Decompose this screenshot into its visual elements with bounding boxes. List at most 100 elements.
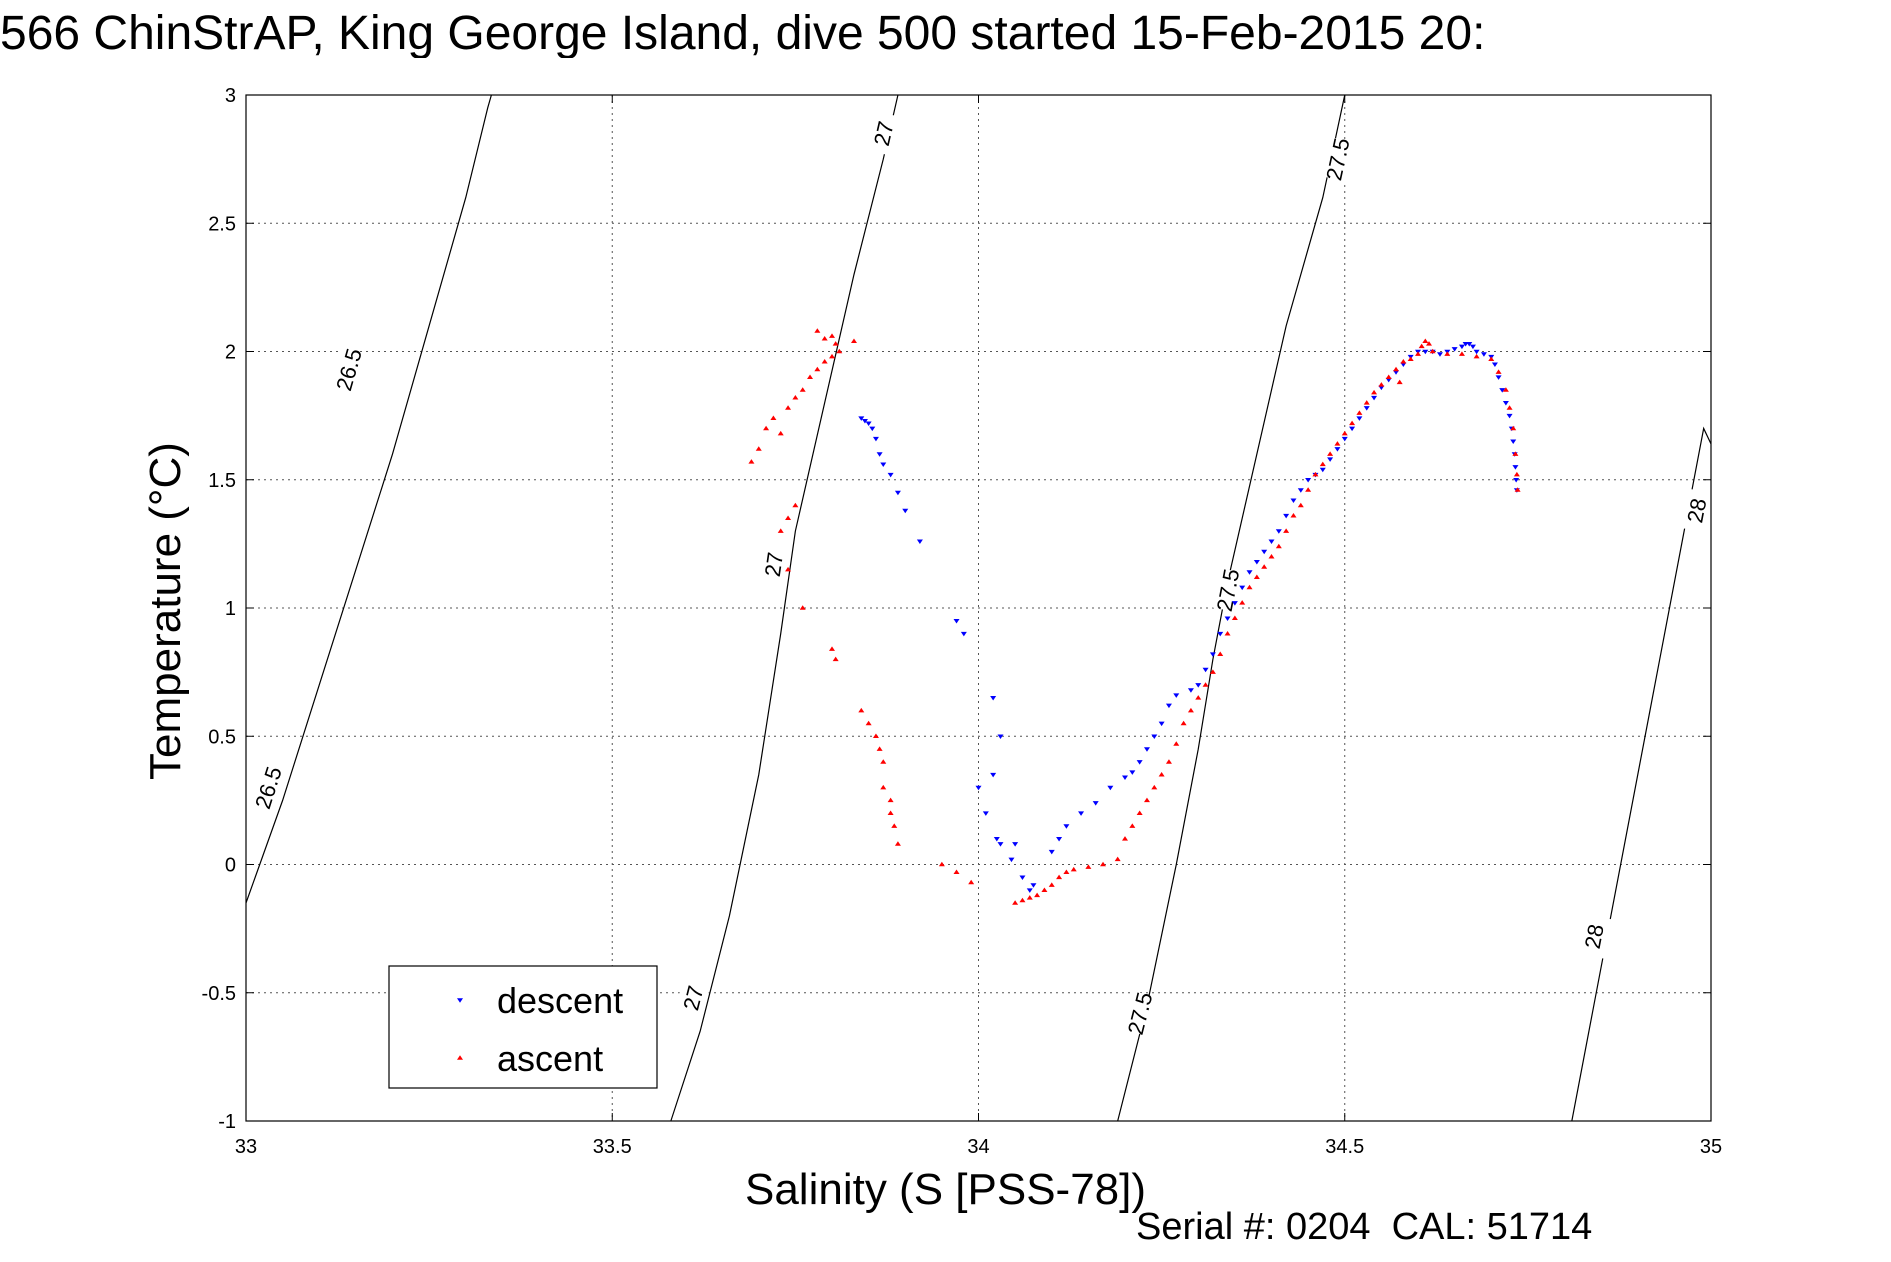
ascent-point xyxy=(1400,359,1407,364)
ascent-point xyxy=(1506,405,1513,410)
ascent-point xyxy=(1378,382,1385,387)
ascent-point xyxy=(777,430,784,436)
ascent-point xyxy=(1363,400,1370,405)
descent-point xyxy=(1078,811,1085,816)
isopycnal-label-gap xyxy=(1576,914,1612,959)
ascent-point xyxy=(821,359,828,364)
ascent-point xyxy=(777,528,784,533)
x-tick-label: 34.5 xyxy=(1325,1136,1364,1158)
descent-point xyxy=(1422,349,1429,355)
ascent-point xyxy=(755,446,762,451)
descent-point xyxy=(997,734,1004,739)
descent-point xyxy=(1469,344,1476,350)
descent-point xyxy=(1466,342,1473,347)
descent-point xyxy=(1290,498,1297,503)
ascent-point xyxy=(1143,797,1150,803)
legend-marker-descent xyxy=(457,998,463,1003)
legend-marker-ascent xyxy=(457,1055,463,1060)
ascent-point xyxy=(1425,341,1432,346)
ascent-point xyxy=(1063,869,1070,874)
x-axis-label: Salinity (S [PSS-78]) xyxy=(744,1165,1147,1214)
ascent-point xyxy=(1158,772,1165,777)
ascent-point xyxy=(880,784,887,790)
x-axis-ticks: 33 33.5 34 34.5 35 xyxy=(235,95,1722,1158)
isopycnal-line xyxy=(670,94,899,1122)
ascent-point xyxy=(799,605,806,610)
ascent-point xyxy=(832,341,839,346)
descent-point xyxy=(1268,539,1275,545)
descent-point xyxy=(1122,775,1128,780)
descent-point xyxy=(1451,347,1458,352)
ascent-point xyxy=(829,333,835,338)
ascent-point xyxy=(1418,343,1425,349)
descent-point xyxy=(1217,631,1224,637)
descent-point xyxy=(1107,785,1114,791)
descent-point xyxy=(1506,413,1513,419)
ascent-series xyxy=(748,328,1521,905)
descent-point xyxy=(1495,375,1502,380)
ascent-point xyxy=(1100,861,1107,867)
descent-point xyxy=(953,619,960,624)
y-tick-label: -1 xyxy=(218,1111,236,1133)
ascent-point xyxy=(1312,471,1319,477)
ascent-point xyxy=(1385,374,1392,379)
ascent-point xyxy=(1422,338,1429,344)
ascent-point xyxy=(1512,451,1519,456)
ascent-point xyxy=(1165,759,1172,764)
ascent-point xyxy=(821,335,828,341)
ascent-point xyxy=(1305,487,1312,492)
descent-point xyxy=(1092,801,1099,806)
ascent-point xyxy=(1349,420,1356,426)
ascent-point xyxy=(1129,823,1136,828)
descent-point xyxy=(1165,703,1172,709)
ascent-point xyxy=(1187,707,1194,713)
ascent-point xyxy=(1026,895,1033,900)
descent-point xyxy=(869,426,876,432)
descent-point xyxy=(1195,683,1202,688)
ascent-point xyxy=(829,353,835,359)
descent-point xyxy=(1030,883,1037,888)
isopycnal-label-gap xyxy=(865,110,902,157)
descent-point xyxy=(1393,370,1400,375)
ascent-point xyxy=(1356,410,1363,415)
ascent-point xyxy=(792,394,799,400)
descent-point xyxy=(1143,747,1150,752)
descent-point xyxy=(1356,416,1363,421)
ascent-point xyxy=(1041,887,1048,892)
isopycnal-label-gap xyxy=(1319,136,1356,182)
descent-point xyxy=(1334,447,1341,452)
ascent-point xyxy=(968,879,975,885)
descent-point xyxy=(858,416,865,421)
ascent-point xyxy=(1239,600,1246,605)
legend-box xyxy=(388,965,658,1089)
ascent-point xyxy=(1407,356,1414,361)
descent-point xyxy=(1305,477,1312,483)
ascent-point xyxy=(1514,487,1521,492)
descent-point xyxy=(1385,377,1392,383)
isopycnal-label-gap xyxy=(329,346,368,393)
isopycnal-label-gap xyxy=(756,542,791,587)
ascent-point xyxy=(865,720,872,726)
ascent-point xyxy=(770,415,777,420)
descent-point xyxy=(861,418,868,424)
ascent-point xyxy=(1217,651,1224,656)
ascent-point xyxy=(1224,630,1231,636)
ascent-point xyxy=(1327,451,1334,456)
descent-point xyxy=(1129,770,1136,775)
descent-point xyxy=(1480,352,1487,357)
chart-title: 566 ChinStrAP, King George Island, dive … xyxy=(0,10,1486,58)
ascent-point xyxy=(1246,584,1253,590)
descent-point xyxy=(982,811,989,816)
y-tick-label: 3 xyxy=(225,85,236,107)
ascent-point xyxy=(1253,574,1260,580)
descent-point xyxy=(887,472,894,478)
descent-point xyxy=(997,842,1004,847)
ascent-point xyxy=(829,646,835,651)
ascent-point xyxy=(1371,389,1378,395)
descent-point xyxy=(1319,467,1326,473)
descent-point xyxy=(1371,395,1378,401)
descent-point xyxy=(990,772,997,778)
descent-point xyxy=(1209,652,1216,657)
ascent-point xyxy=(1458,351,1465,356)
ascent-point xyxy=(1173,741,1180,746)
